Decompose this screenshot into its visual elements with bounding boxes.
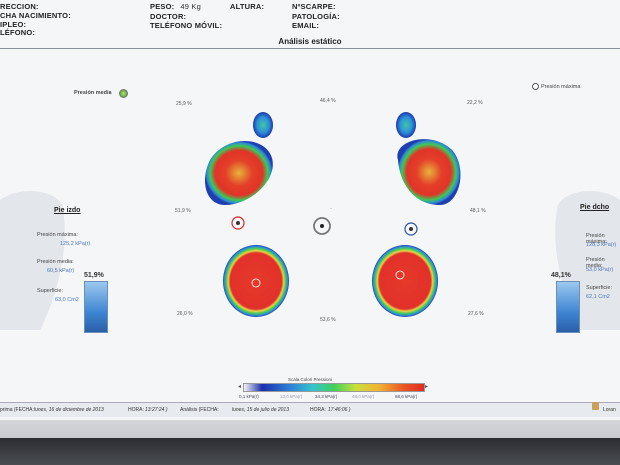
color-scale-title: Scala Colori Pressioni [287, 377, 333, 382]
left-max-value: 125,2 kPa(r) [60, 241, 91, 247]
right-max-label: Presión máxima: [586, 233, 607, 245]
scale-label-max: 68,6 kPa(r) [395, 394, 418, 399]
center-tick: · [330, 206, 332, 212]
desk-shadow [0, 438, 620, 465]
global-center-marker [313, 217, 331, 235]
left-heel-marker [251, 278, 261, 288]
left-percent-bar [84, 281, 108, 333]
doctor-label: DOCTOR: [150, 12, 187, 21]
status-date-1: lunes, 16 de diciembre de 2013 [34, 407, 104, 413]
color-scale-bar [243, 383, 425, 392]
left-toe-area [253, 112, 273, 138]
quadrant-mid-right: 48,1 % [470, 208, 486, 214]
title-divider [0, 48, 620, 49]
left-foot-outline [0, 190, 65, 330]
right-percent-bar [556, 281, 580, 333]
job-label: IPLEO: [0, 20, 27, 29]
phone-label: LÉFONO: [0, 28, 36, 37]
left-forefoot-area [205, 140, 273, 205]
right-center-dot [409, 227, 413, 231]
left-foot-title: Pie izdo [54, 207, 81, 214]
status-bar: prima (FECHA: lunes, 16 de diciembre de … [0, 402, 620, 417]
weight-value: 49 Kg [180, 2, 201, 11]
quadrant-top-right: 22,2 % [467, 100, 483, 106]
scale-label-mid: 34,3 kPa(r) [315, 394, 338, 399]
status-hora-1: 13:27:24 ) [145, 407, 168, 413]
monitor-bezel [0, 420, 620, 465]
weight-label: PESO: [150, 2, 175, 11]
address-label: RECCION: [0, 2, 39, 11]
scale-label-4: 48,0 kPa(r) [352, 394, 375, 399]
status-user[interactable]: Loran [603, 407, 616, 413]
right-center-marker [404, 222, 418, 236]
right-percent: 48,1% [551, 272, 571, 279]
left-avg-value: 60,5 kPa(r) [47, 268, 75, 274]
quadrant-bottom-center: 53,6 % [320, 317, 336, 323]
quadrant-mid-left: 51,9 % [175, 208, 191, 214]
status-analysis-label: Análisis (FECHA: [180, 407, 219, 413]
scale-left-arrow-icon[interactable]: ◂ [238, 384, 242, 390]
quadrant-top-center: 46,4 % [320, 98, 336, 104]
right-foot-title: Pie dcho [580, 204, 610, 211]
max-pressure-legend: Presión máxima [541, 84, 581, 90]
weight-field: PESO: 49 Kg [150, 2, 201, 11]
pressure-map-canvas: · [0, 112, 620, 330]
page-title: Análisis estático [278, 37, 342, 46]
birthdate-label: CHA NACIMIENTO: [0, 11, 71, 20]
height-label: ALTURA: [230, 2, 265, 11]
left-avg-label: Presión media: [37, 259, 74, 265]
email-label: EMAIL: [292, 21, 320, 30]
scale-right-arrow-icon[interactable]: ▸ [425, 384, 429, 390]
shoe-size-label: NºSCARPE: [292, 2, 336, 11]
status-date-2: lunes, 15 de julio de 2013 [232, 407, 289, 413]
pathology-label: PATOLOGÍA: [292, 12, 340, 21]
right-avg-label: Presión media: [586, 257, 605, 269]
right-forefoot-area [397, 139, 461, 205]
global-center-dot [320, 224, 324, 228]
quadrant-bottom-left: 26,0 % [177, 311, 193, 317]
right-avg-value: 53,0 kPa(r) [586, 267, 614, 273]
left-center-marker [231, 216, 245, 230]
avg-pressure-toggle[interactable] [119, 89, 128, 98]
screen: RECCION: , PESO: 49 Kg ALTURA: NºSCARPE: … [0, 0, 620, 420]
right-heel-area [372, 245, 438, 317]
right-surface-value: 62,1 Cm2 [586, 294, 610, 300]
status-hora-2: 17:46:06 ) [328, 407, 351, 413]
right-max-value: 128,3 kPa(r) [586, 242, 617, 248]
address-value: , [34, 2, 37, 11]
right-heel-marker [395, 270, 405, 280]
left-heel-area [223, 245, 289, 317]
left-center-dot [236, 221, 240, 225]
scale-label-2: 13,0 kPa(r) [280, 394, 303, 399]
left-surface-value: 63,0 Cm2 [55, 297, 79, 303]
status-hora-label-1: HORA: [128, 407, 144, 413]
quadrant-bottom-right: 27,6 % [468, 311, 484, 317]
status-hora-label-2: HORA: [310, 407, 326, 413]
quadrant-top-left: 25,9 % [176, 101, 192, 107]
right-toe-area [396, 112, 416, 138]
avg-pressure-legend: Presión media [74, 90, 112, 96]
left-max-label: Presión máxima: [37, 232, 78, 238]
status-prefix: prima (FECHA: [0, 407, 34, 413]
scale-label-min: 0,1 kPa(r) [239, 394, 259, 399]
right-surface-label: Superficie: [586, 285, 612, 291]
mobile-label: TELÉFONO MÓVIL: [150, 21, 223, 30]
left-surface-label: Superficie: [37, 288, 63, 294]
left-percent: 51,9% [84, 272, 104, 279]
user-icon[interactable] [592, 402, 599, 410]
max-pressure-radio[interactable] [532, 83, 539, 90]
